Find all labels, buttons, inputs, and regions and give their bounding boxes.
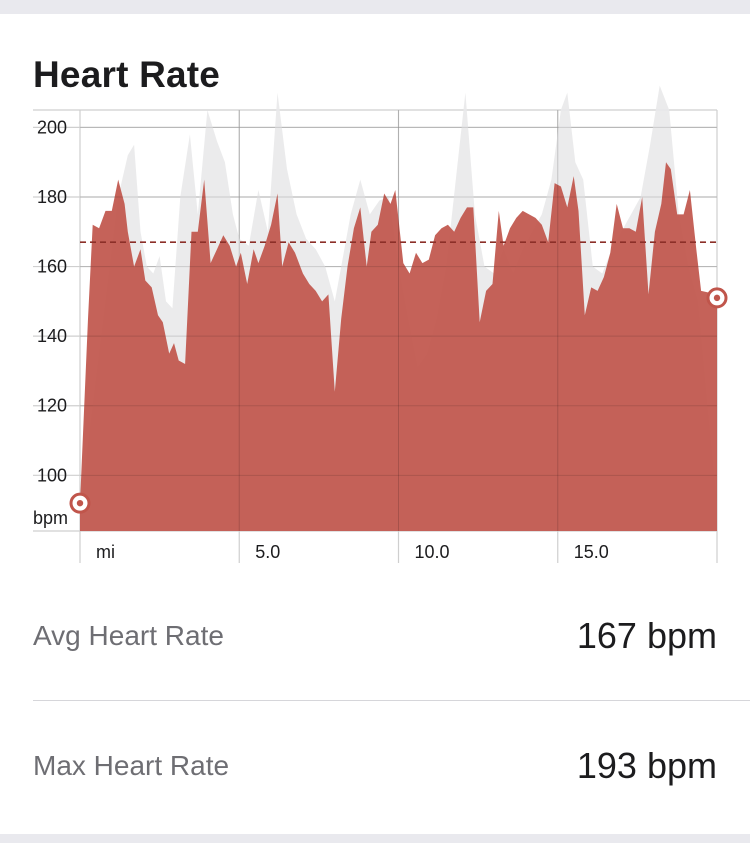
y-tick-label: 160 [37, 257, 67, 277]
chart-labels: 100 120 140 160 180 200 bpm mi 5.0 10.0 15.0 [33, 117, 609, 562]
y-tick-label: 180 [37, 187, 67, 207]
avg-heart-rate-label: Avg Heart Rate [33, 620, 224, 651]
stats-divider [33, 700, 750, 701]
card-title: Heart Rate [33, 54, 221, 95]
marker-dot [76, 499, 84, 507]
heart-rate-chart: 100 120 140 160 180 200 bpm mi 5.0 10.0 15.0 [33, 85, 728, 563]
x-tick-label: 10.0 [415, 542, 450, 562]
avg-heart-rate-row: Avg Heart Rate 167 bpm [33, 606, 717, 666]
y-tick-label: 140 [37, 326, 67, 346]
avg-heart-rate-value: 167 bpm [576, 615, 717, 656]
max-heart-rate-value: 193 bpm [576, 745, 717, 786]
x-tick-label: 15.0 [574, 542, 609, 562]
x-axis-unit-label: mi [96, 542, 115, 562]
chart-overlay [69, 110, 728, 531]
chart-series [80, 85, 717, 531]
x-tick-label: 5.0 [255, 542, 280, 562]
y-tick-label: 120 [37, 396, 67, 416]
max-heart-rate-row: Max Heart Rate 193 bpm [33, 736, 717, 796]
y-tick-label: 200 [37, 117, 67, 137]
y-tick-label: 100 [37, 465, 67, 485]
y-axis-unit-label: bpm [33, 508, 68, 528]
marker-dot [713, 294, 721, 302]
max-heart-rate-label: Max Heart Rate [33, 750, 230, 781]
heart-rate-area [80, 162, 717, 531]
